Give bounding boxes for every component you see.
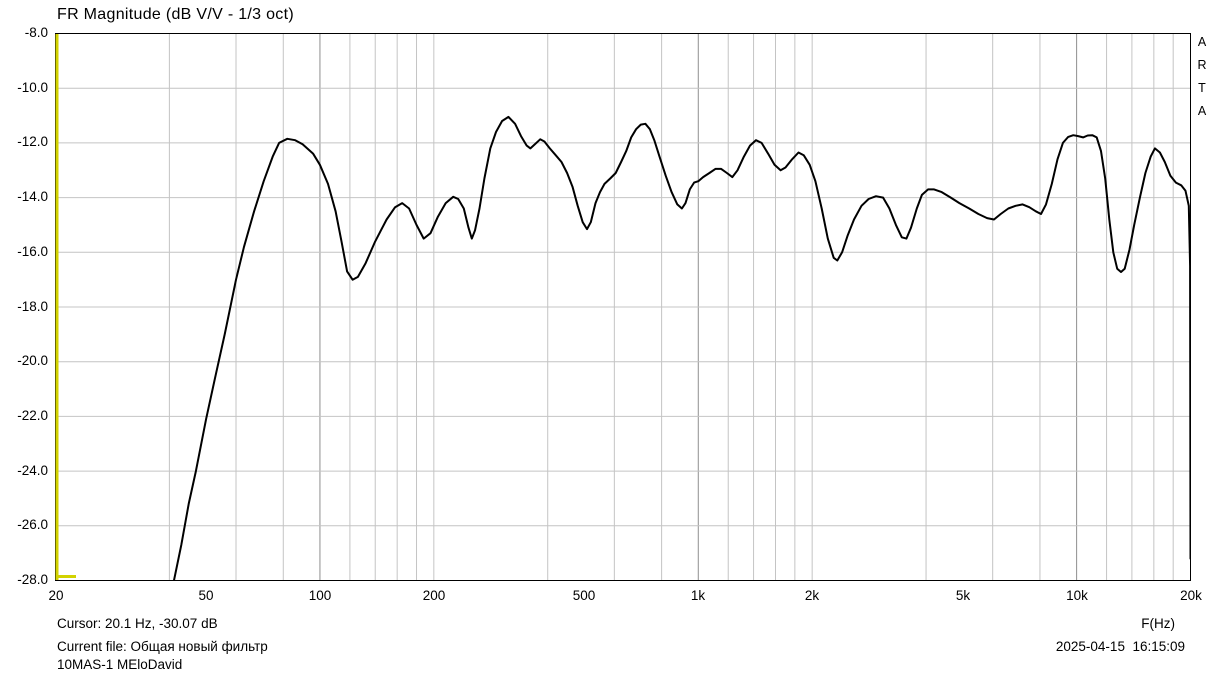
x-tick-label: 20k: [1180, 588, 1202, 603]
fr-curve: [172, 115, 1191, 581]
y-tick-label: -8.0: [24, 25, 48, 40]
y-tick-label: -14.0: [17, 189, 48, 204]
chart-title: FR Magnitude (dB V/V - 1/3 oct): [57, 6, 294, 23]
x-tick-label: 500: [572, 588, 596, 603]
x-tick-label: 1k: [690, 588, 706, 603]
y-tick-label: -18.0: [17, 299, 48, 314]
y-tick-label: -12.0: [17, 134, 48, 149]
y-tick-label: -16.0: [17, 244, 48, 259]
y-tick-label: -26.0: [17, 517, 48, 532]
x-tick-label: 100: [308, 588, 332, 603]
x-tick-label: 50: [198, 588, 214, 603]
x-tick-label: 20: [48, 588, 64, 603]
arta-watermark: A R T A: [1197, 35, 1207, 118]
y-tick-label: -20.0: [17, 353, 48, 368]
y-tick-label: -28.0: [17, 572, 48, 587]
file-note-label: 10MAS-1 MEloDavid: [57, 657, 183, 672]
x-tick-label: 2k: [804, 588, 820, 603]
cursor-readout: Cursor: 20.1 Hz, -30.07 dB: [57, 616, 218, 631]
x-axis-unit-label: F(Hz): [1141, 616, 1175, 631]
current-file-label: Current file: Общая новый фильтр: [57, 639, 268, 654]
x-tick-label: 200: [422, 588, 446, 603]
x-tick-label: 10k: [1066, 588, 1088, 603]
y-tick-label: -24.0: [17, 463, 48, 478]
y-tick-label: -22.0: [17, 408, 48, 423]
y-tick-label: -10.0: [17, 80, 48, 95]
fr-plot-area[interactable]: [55, 33, 1191, 581]
x-tick-label: 5k: [955, 588, 971, 603]
datetime-label: 2025-04-15 16:15:09: [1055, 639, 1185, 654]
